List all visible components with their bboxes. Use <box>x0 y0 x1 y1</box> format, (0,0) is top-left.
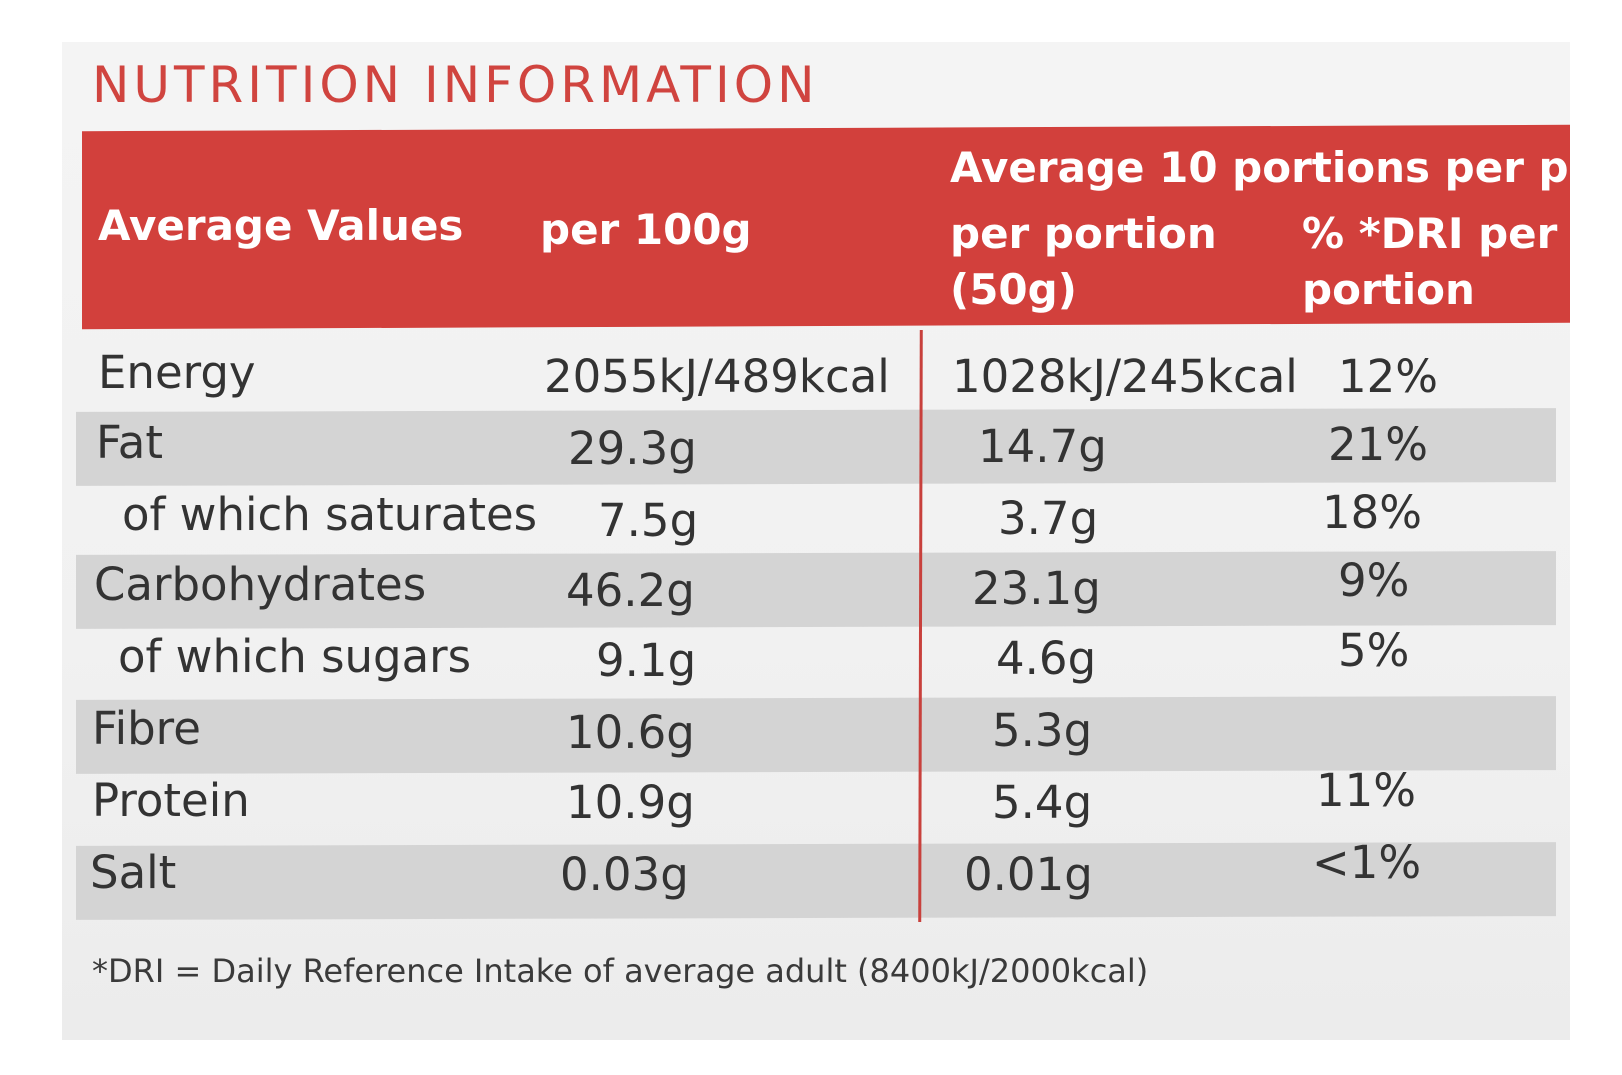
row-fibre-portion: 5.3g <box>992 704 1093 757</box>
row-salt-portion: 0.01g <box>964 848 1093 901</box>
row-fat-name: Fat <box>96 416 163 469</box>
row-shade-fibre <box>76 696 1556 774</box>
row-carbohydrates-per100: 46.2g <box>566 564 695 617</box>
row-sugars-dri: 5% <box>1338 624 1410 677</box>
row-fibre-name: Fibre <box>92 702 201 755</box>
row-sugars-per100: 9.1g <box>596 634 697 687</box>
header-dri-portion: portion <box>1302 265 1475 314</box>
row-energy-portion: 1028kJ/245kcal <box>952 350 1298 403</box>
row-saturates-dri: 18% <box>1322 486 1423 539</box>
row-energy-dri: 12% <box>1338 350 1439 403</box>
row-protein-per100: 10.9g <box>566 776 695 829</box>
row-energy-per100: 2055kJ/489kcal <box>544 350 890 403</box>
header-portions-per-pack: Average 10 portions per pack <box>950 143 1622 192</box>
header-portion-size: (50g) <box>950 265 1077 314</box>
header-per-100g: per 100g <box>540 205 752 254</box>
row-fat-portion: 14.7g <box>978 420 1107 473</box>
header-dri-per: % *DRI per <box>1302 209 1558 258</box>
dri-footnote: *DRI = Daily Reference Intake of average… <box>92 952 1149 990</box>
row-fat-dri: 21% <box>1328 418 1429 471</box>
row-salt-per100: 0.03g <box>560 848 689 901</box>
row-fibre-per100: 10.6g <box>566 706 695 759</box>
header-average-values: Average Values <box>98 201 464 250</box>
row-sugars-name: of which sugars <box>118 630 472 683</box>
row-salt-dri: <1% <box>1312 836 1422 889</box>
row-fat-per100: 29.3g <box>568 422 697 475</box>
row-saturates-per100: 7.5g <box>598 494 699 547</box>
row-protein-portion: 5.4g <box>992 776 1093 829</box>
nutrition-title: NUTRITION INFORMATION <box>92 56 819 114</box>
row-saturates-name: of which saturates <box>122 488 538 541</box>
row-saturates-portion: 3.7g <box>998 492 1099 545</box>
row-energy-name: Energy <box>98 346 256 399</box>
header-per-portion: per portion <box>950 209 1217 258</box>
row-carbohydrates-dri: 9% <box>1338 554 1410 607</box>
row-salt-name: Salt <box>90 846 177 899</box>
row-sugars-portion: 4.6g <box>996 632 1097 685</box>
row-carbohydrates-portion: 23.1g <box>972 562 1101 615</box>
row-carbohydrates-name: Carbohydrates <box>94 558 427 611</box>
row-protein-name: Protein <box>92 774 250 827</box>
row-protein-dri: 11% <box>1316 764 1417 817</box>
